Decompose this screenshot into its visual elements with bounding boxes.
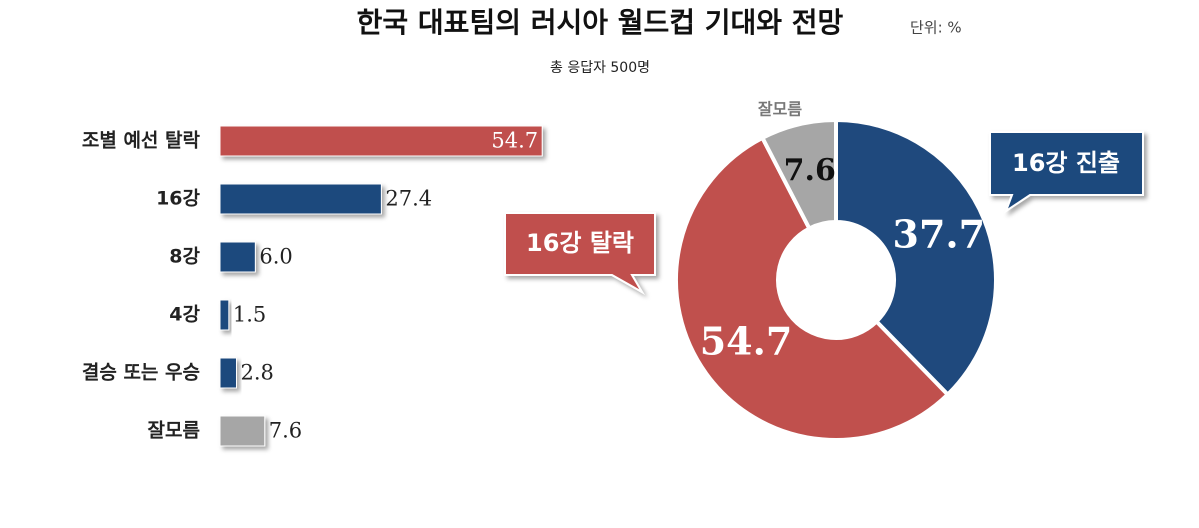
value-label: 6.0: [259, 245, 292, 269]
donut-slice: [759, 117, 838, 232]
category-label: 결승 또는 우승: [82, 362, 200, 384]
donut-slice: [674, 135, 951, 442]
value-label: 7.6: [784, 153, 836, 188]
value-label: 1.5: [233, 303, 266, 327]
value-label: 37.7: [893, 212, 986, 257]
bar: [219, 299, 230, 331]
value-label: 54.7: [700, 318, 793, 363]
bar: [219, 125, 543, 157]
unit-label: 단위: %: [910, 19, 962, 37]
value-label: 54.7: [491, 129, 538, 153]
callouts: 16강 진출 16강 탈락 잘모름: [504, 100, 1144, 295]
subtitle: 총 응답자 500명: [550, 60, 650, 76]
category-label: 16강: [156, 188, 200, 210]
category-label: 4강: [169, 304, 200, 326]
callout-label: 16강 진출: [1012, 149, 1120, 177]
value-label: 27.4: [385, 187, 432, 211]
donut-slice: [834, 117, 998, 398]
bar: [219, 183, 382, 215]
chart-title: 한국 대표팀의 러시아 월드컵 기대와 전망: [357, 6, 844, 39]
category-label: 조별 예선 탈락: [82, 130, 201, 152]
value-label: 7.6: [269, 419, 302, 443]
callout-box: [989, 131, 1144, 214]
value-label: 2.8: [240, 361, 273, 385]
category-label: 8강: [169, 246, 200, 268]
callout-box: [504, 212, 656, 295]
category-label: 잘모름: [148, 420, 200, 442]
bar: [219, 415, 266, 447]
bar: [219, 357, 237, 389]
callout-label: 잘모름: [758, 100, 802, 119]
callout-label: 16강 탈락: [526, 229, 634, 257]
bar: [219, 241, 256, 273]
